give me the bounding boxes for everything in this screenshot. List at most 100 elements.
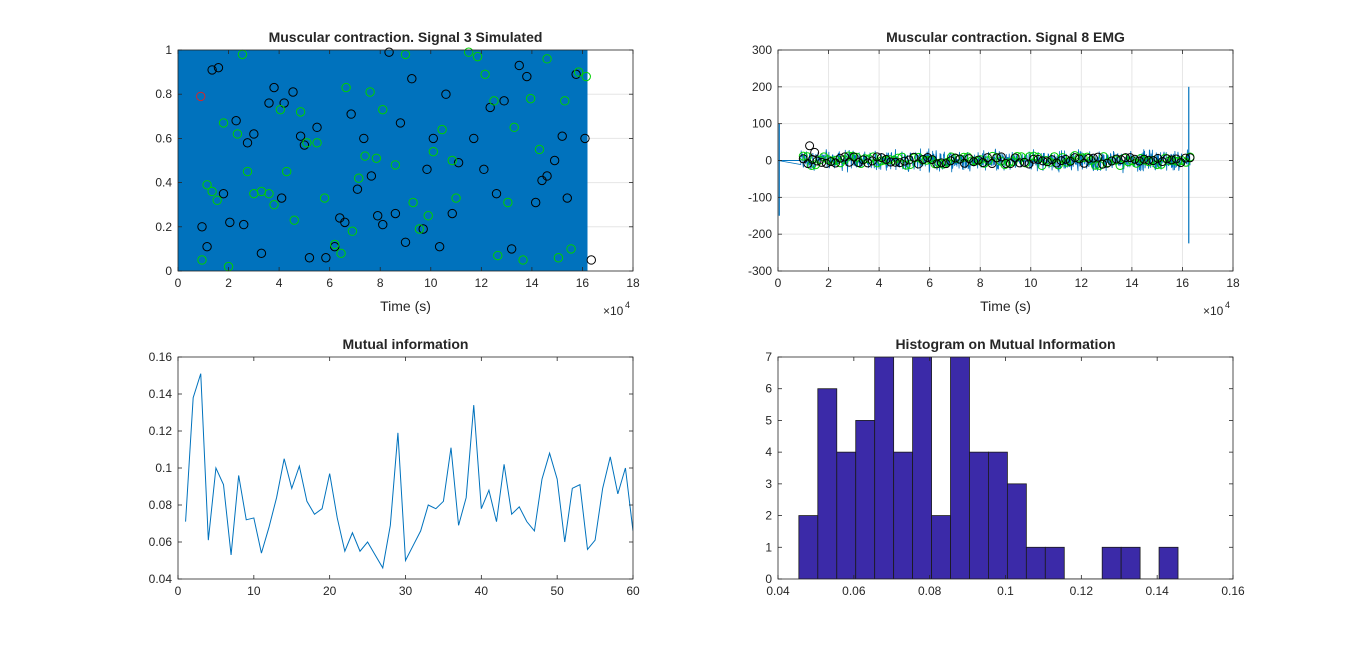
chart-title: Muscular contraction. Signal 3 Simulated: [269, 29, 543, 45]
marker-point-series-1: [212, 195, 222, 205]
x-tick-label: 10: [247, 584, 261, 598]
marker-point-series-0: [1012, 151, 1022, 161]
marker-point-series-1: [805, 141, 815, 151]
marker-point-series-1: [959, 158, 969, 168]
histogram-bar: [836, 451, 857, 579]
marker-point-series-2: [196, 91, 206, 102]
marker-point-series-1: [1015, 158, 1025, 168]
marker-point-series-1: [390, 160, 401, 170]
marker-point-series-1: [840, 152, 850, 162]
marker-point-series-1: [872, 152, 882, 162]
marker-point-series-1: [408, 197, 418, 208]
marker-point-series-1: [207, 186, 217, 197]
marker-point-series-1: [1148, 156, 1158, 166]
marker-point-series-1: [1079, 158, 1089, 168]
marker-point-series-0: [557, 131, 567, 141]
marker-point-series-1: [1121, 153, 1131, 163]
x-exponent-label: ×10: [1203, 304, 1224, 318]
y-tick-label: 3: [765, 477, 772, 491]
marker-point-series-1: [312, 138, 322, 148]
histogram-bar: [1120, 546, 1141, 579]
x-tick-label: 20: [323, 584, 337, 598]
marker-point-series-1: [1167, 155, 1177, 165]
marker-point-series-1: [534, 144, 545, 155]
x-tick-label: 0: [775, 276, 782, 290]
marker-point-series-1: [863, 158, 873, 168]
x-tick-label: 10: [1024, 276, 1038, 290]
marker-point-series-0: [1103, 158, 1113, 168]
marker-point-series-0: [340, 217, 350, 228]
marker-point-series-1: [1038, 156, 1048, 166]
histogram-bar: [950, 357, 970, 579]
marker-point-series-1: [1116, 155, 1126, 165]
marker-point-series-0: [542, 171, 552, 181]
marker-point-series-0: [366, 171, 377, 181]
x-tick-label: 18: [626, 276, 640, 290]
y-tick-label: 0.14: [149, 387, 173, 401]
histogram-bar: [1006, 483, 1027, 579]
marker-point-series-1: [1107, 156, 1117, 166]
x-tick-label: 0.16: [1221, 584, 1245, 598]
y-tick-label: 0.4: [155, 176, 172, 190]
marker-point-series-0: [852, 152, 862, 162]
x-tick-label: 0: [175, 584, 182, 598]
marker-point-series-1: [560, 96, 570, 106]
marker-point-series-0: [231, 116, 241, 126]
plot-content: [185, 373, 633, 570]
signal-band: [178, 50, 588, 271]
chart-title: Muscular contraction. Signal 8 EMG: [886, 29, 1125, 45]
marker-point-series-1: [1162, 154, 1172, 164]
marker-point-series-1: [202, 180, 212, 190]
marker-point-series-1: [964, 154, 974, 164]
marker-point-series-1: [909, 152, 919, 162]
marker-point-series-1: [518, 255, 528, 265]
marker-point-series-1: [1098, 159, 1108, 169]
marker-point-series-0: [562, 193, 572, 203]
chart-title: Mutual information: [343, 336, 469, 352]
histogram-bar: [893, 451, 914, 579]
x-tick-label: 0.08: [918, 584, 942, 598]
marker-point-series-1: [360, 151, 370, 161]
marker-point-series-1: [923, 152, 933, 162]
x-exponent-power: 4: [1225, 300, 1230, 310]
marker-point-series-1: [982, 153, 992, 163]
marker-point-series-1: [904, 155, 914, 165]
marker-point-series-1: [1024, 159, 1034, 169]
marker-point-series-0: [580, 133, 590, 144]
y-tick-label: 0.12: [149, 424, 173, 438]
marker-point-series-1: [509, 122, 519, 133]
x-tick-label: 50: [550, 584, 564, 598]
chart-mutual: 0 10 20 30 40 50 60 0.04 0.06 0.08 0.1 0.12 0.14 0.16…: [149, 336, 640, 598]
marker-point-series-0: [372, 211, 383, 221]
x-tick-label: 2: [225, 276, 232, 290]
marker-point-series-1: [1019, 157, 1029, 167]
marker-point-series-0: [909, 153, 919, 163]
histogram-bar: [874, 357, 895, 579]
y-tick-label: 100: [752, 117, 772, 131]
marker-point-series-1: [881, 154, 891, 164]
marker-point-series-0: [988, 151, 998, 161]
marker-point-series-0: [242, 138, 253, 148]
y-tick-label: 0.04: [149, 572, 173, 586]
x-tick-label: 0.06: [842, 584, 866, 598]
x-axis-label: Time (s): [380, 298, 431, 314]
marker-point-series-0: [901, 160, 911, 170]
marker-point-series-0: [202, 241, 212, 252]
marker-point-series-0: [264, 98, 274, 108]
marker-point-series-1: [437, 124, 447, 135]
marker-point-series-0: [249, 129, 259, 139]
marker-point-series-0: [422, 164, 432, 175]
x-tick-label: 10: [424, 276, 438, 290]
marker-point-series-1: [581, 71, 591, 82]
marker-point-series-1: [1139, 154, 1149, 164]
marker-point-series-1: [1042, 157, 1052, 167]
marker-point-series-0: [802, 152, 812, 162]
chart-signal3: 0 2 4 6 8 10 12 14 16 18 0 0.2 0.4 0.6 0.8 1 Muscular co…: [155, 29, 640, 318]
marker-point-series-1: [428, 146, 439, 157]
marker-point-series-1: [1157, 157, 1167, 167]
marker-point-series-1: [1084, 153, 1094, 163]
y-tick-label: 1: [165, 43, 172, 57]
marker-point-series-1: [941, 159, 951, 169]
marker-point-series-1: [269, 200, 279, 210]
marker-point-series-0: [269, 82, 279, 93]
